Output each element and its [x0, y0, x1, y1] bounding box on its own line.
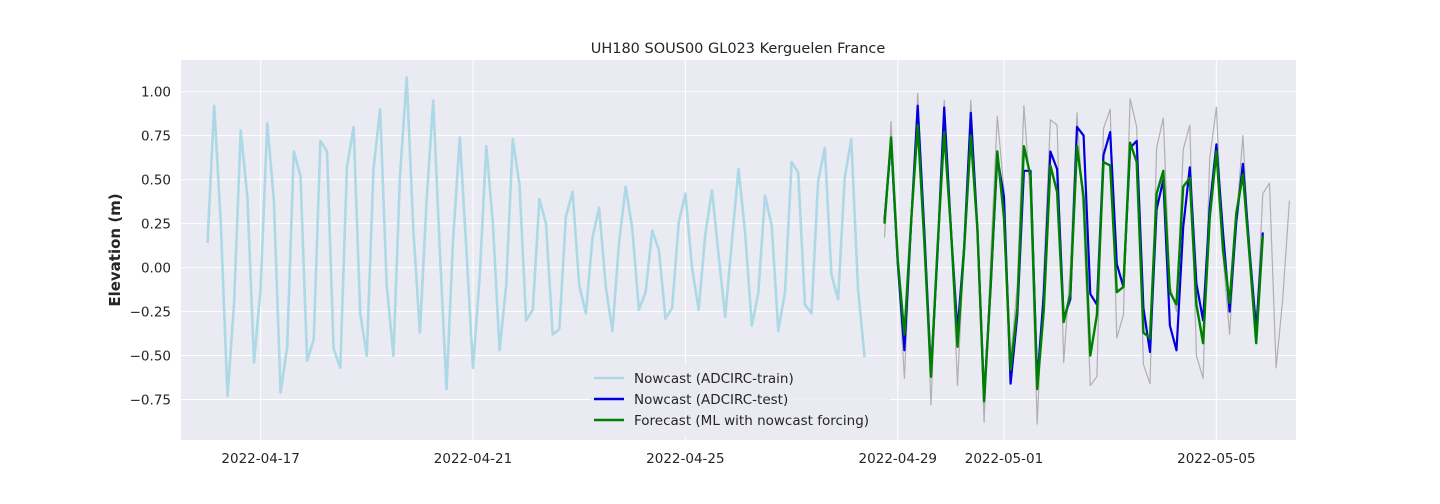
- legend-entry: Forecast (ML with nowcast forcing): [634, 413, 869, 429]
- x-tick-label: 2022-04-29: [859, 451, 937, 467]
- x-tick-label: 2022-05-05: [1177, 451, 1255, 467]
- y-tick-label: 0.50: [141, 173, 171, 189]
- y-tick-label: 0.25: [141, 217, 171, 233]
- x-tick-label: 2022-04-25: [646, 451, 724, 467]
- y-axis-label: Elevation (m): [106, 193, 124, 306]
- series-lines: [206, 76, 1290, 425]
- chart-title: UH180 SOUS00 GL023 Kerguelen France: [591, 41, 886, 57]
- series-line-forecast-ml-with-nowcast-forcing: [883, 123, 1264, 403]
- y-tick-labels: −0.75 −0.50 −0.25 0.00 0.25 0.50 0.75 1.00: [130, 85, 171, 409]
- x-tick-label: 2022-04-21: [434, 451, 512, 467]
- legend: Nowcast (ADCIRC-train) Nowcast (ADCIRC-te…: [590, 364, 890, 437]
- y-tick-label: −0.50: [130, 349, 171, 365]
- y-tick-label: 0.00: [141, 261, 171, 277]
- legend-box: [590, 364, 890, 437]
- x-tick-label: 2022-04-17: [221, 451, 299, 467]
- x-tick-labels: 2022-04-17 2022-04-21 2022-04-25 2022-04-29…: [221, 451, 1255, 467]
- legend-entry: Nowcast (ADCIRC-test): [634, 392, 788, 408]
- y-tick-label: 1.00: [141, 85, 171, 101]
- y-tick-label: 0.75: [141, 129, 171, 145]
- series-line-nowcast-adcirc-train: [206, 76, 866, 398]
- legend-entry: Nowcast (ADCIRC-train): [634, 371, 794, 387]
- x-tick-label: 2022-05-01: [965, 451, 1043, 467]
- y-tick-label: −0.75: [130, 393, 171, 409]
- y-tick-label: −0.25: [130, 305, 171, 321]
